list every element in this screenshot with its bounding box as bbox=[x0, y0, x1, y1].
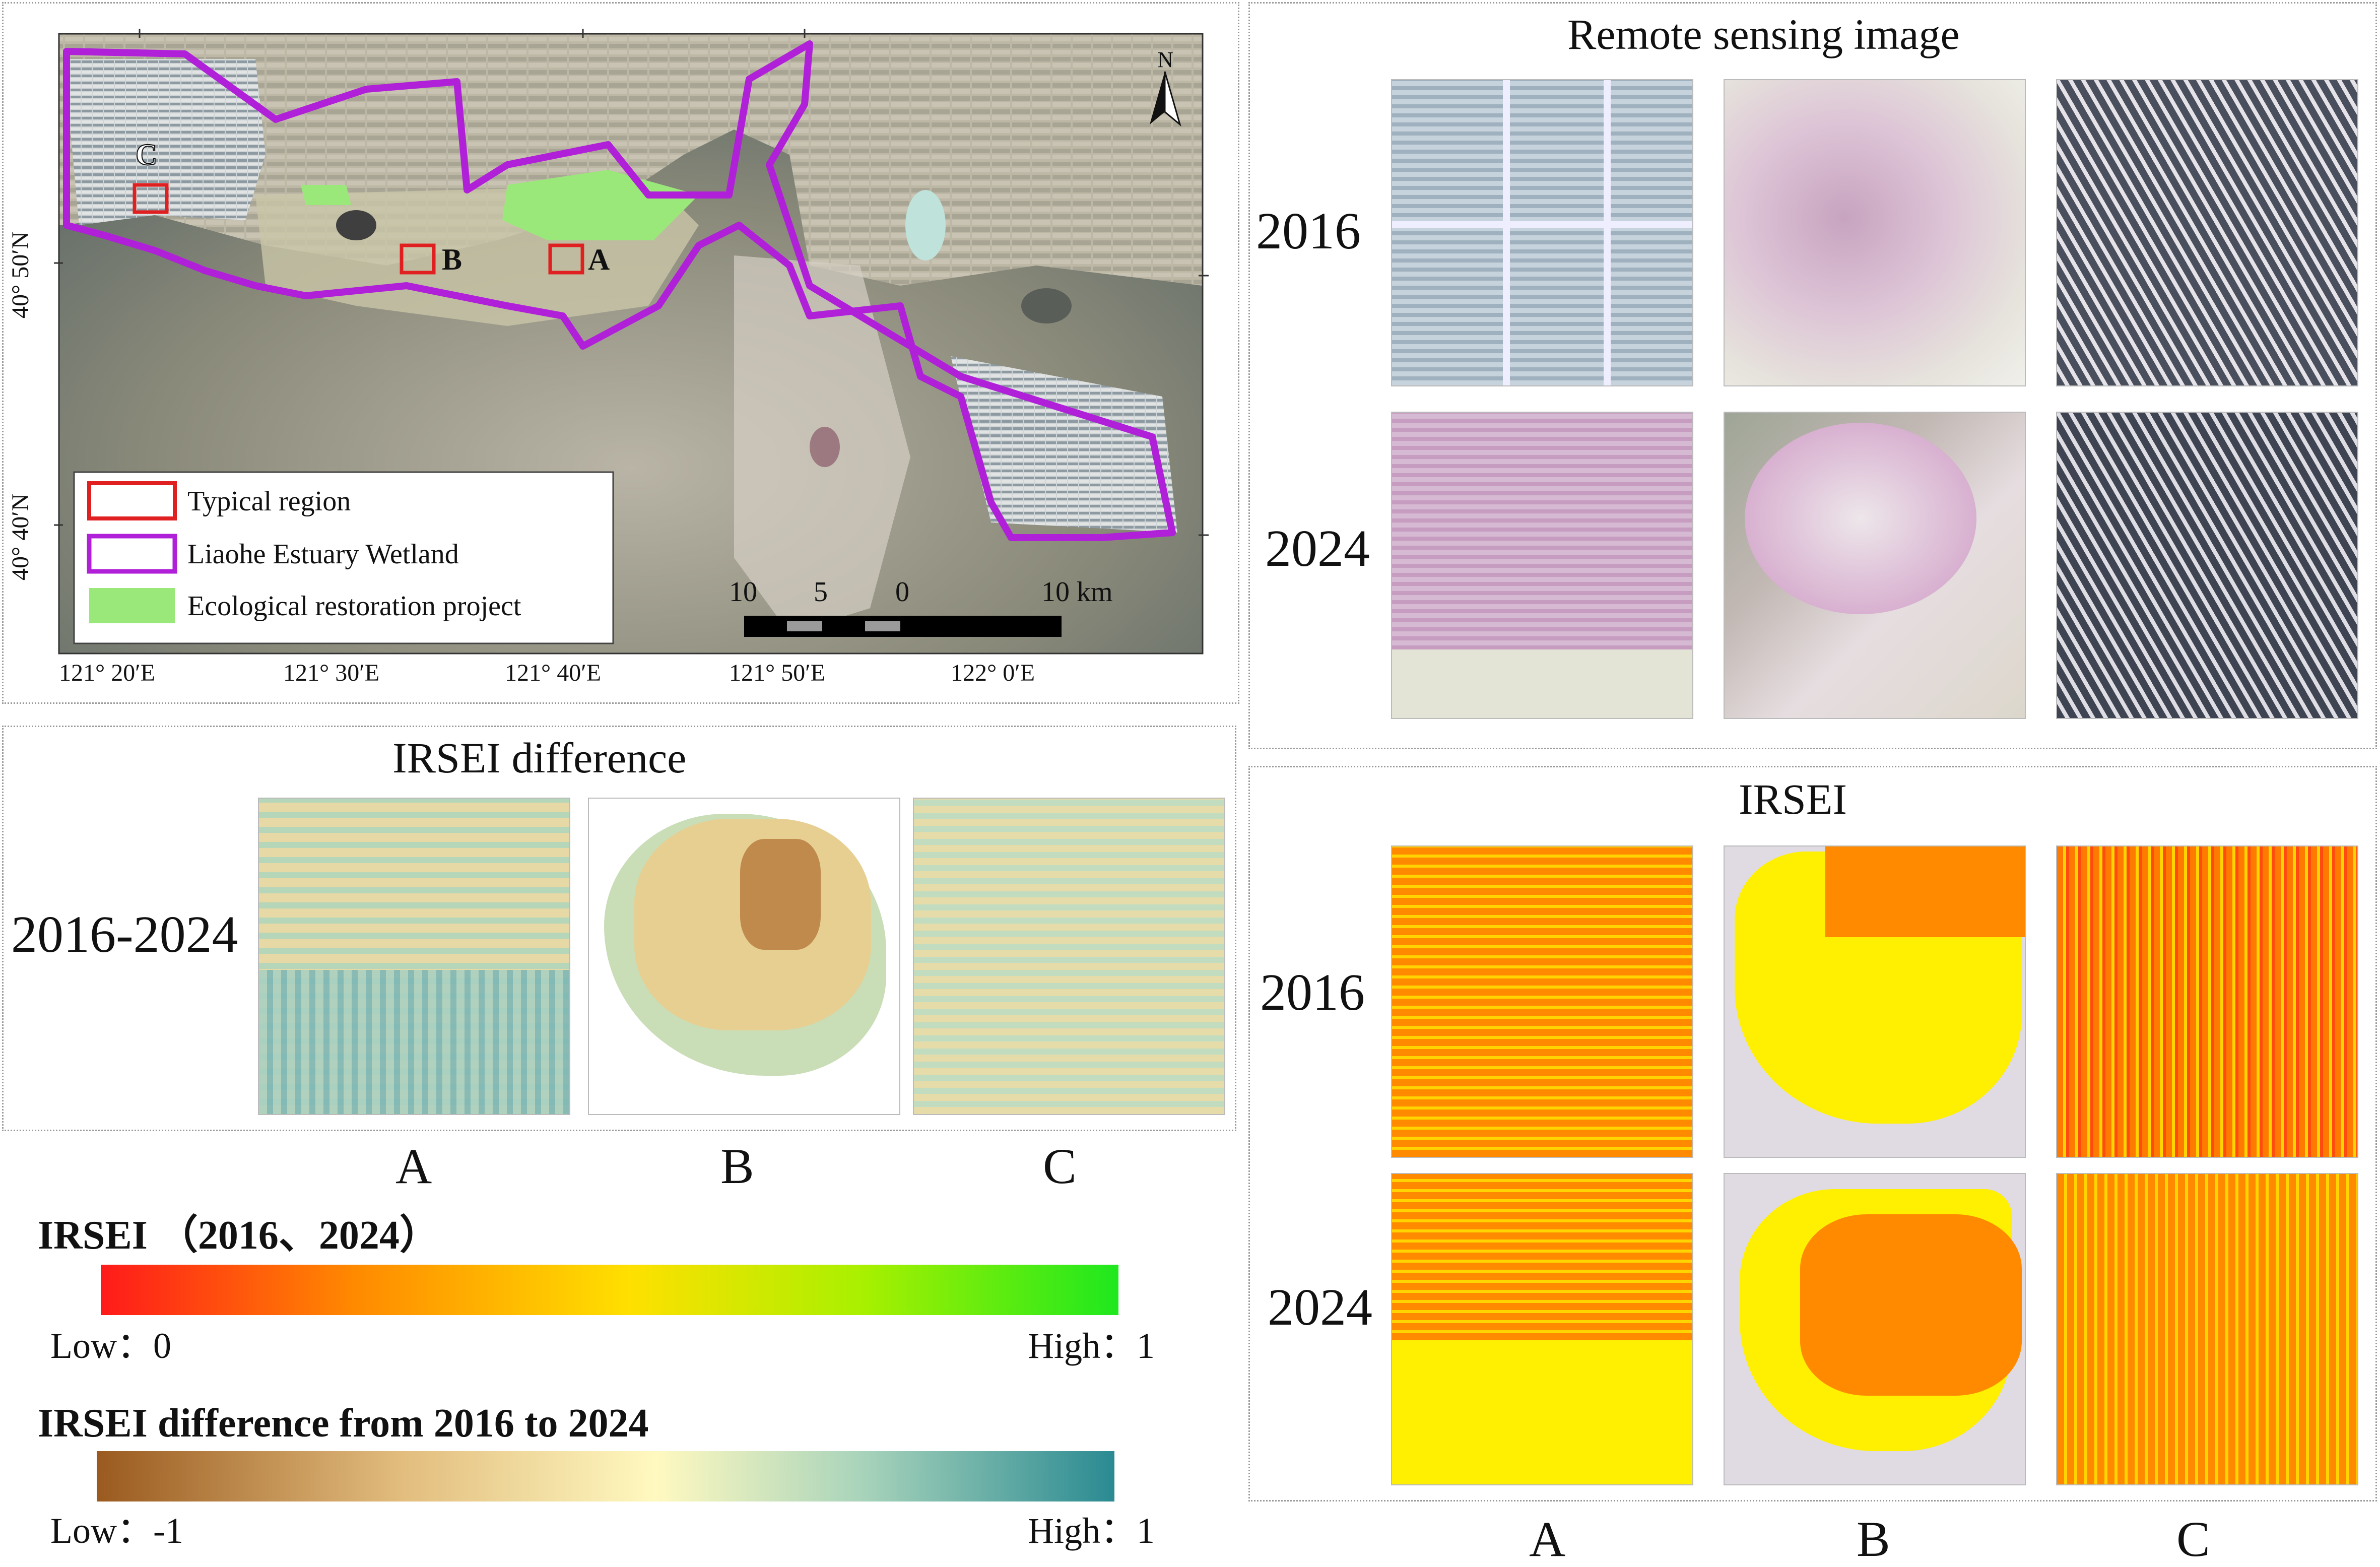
diff-row-label: 2016-2024 bbox=[11, 905, 238, 963]
north-arrow-icon bbox=[1150, 71, 1181, 127]
remote-title: Remote sensing image bbox=[1567, 10, 1960, 58]
row-label-2016: 2016 bbox=[1256, 202, 1361, 260]
remote-sensing-panel: Remote sensing image 2016 2024 bbox=[1248, 2, 2377, 749]
lon-tick-label: 121° 50′E bbox=[729, 660, 826, 686]
lon-tick-label: 121° 40′E bbox=[505, 660, 602, 686]
lon-tick-label: 121° 30′E bbox=[283, 660, 380, 686]
legend-wetland-icon bbox=[87, 534, 177, 574]
irsei-col-label-b: B bbox=[1857, 1511, 1890, 1567]
irsei-2016-b bbox=[1724, 845, 2026, 1158]
diff-col-label-a: A bbox=[395, 1138, 432, 1194]
irsei-difference-panel: IRSEI difference 2016-2024 bbox=[2, 726, 1236, 1131]
scale-bar bbox=[744, 616, 1062, 637]
legend-diff-high: High：1 bbox=[1028, 1511, 1155, 1551]
lat-tick-label: 40° 50′N bbox=[7, 231, 34, 318]
region-label-c: C bbox=[135, 138, 158, 171]
legend-irsei-title: IRSEI （2016、2024） bbox=[38, 1213, 440, 1258]
region-label-b: B bbox=[442, 243, 462, 276]
scale-label: 10 bbox=[729, 576, 757, 608]
legend-irsei-low: Low：0 bbox=[50, 1326, 171, 1366]
remote-2016-b bbox=[1724, 79, 2026, 386]
irsei-col-label-c: C bbox=[2176, 1511, 2210, 1567]
irsei-row-label-2016: 2016 bbox=[1260, 963, 1365, 1021]
remote-2016-a bbox=[1391, 79, 1693, 386]
lon-tick-label: 122° 0′E bbox=[951, 660, 1035, 686]
diff-col-label-c: C bbox=[1043, 1138, 1077, 1194]
scale-label: 5 bbox=[814, 576, 828, 608]
legend-diff-gradient bbox=[97, 1451, 1114, 1501]
irsei-2024-b bbox=[1724, 1173, 2026, 1485]
legend-restoration-icon bbox=[89, 588, 175, 623]
irsei-col-label-a: A bbox=[1529, 1511, 1566, 1567]
remote-2016-c bbox=[2056, 79, 2358, 386]
irsei-2016-a bbox=[1391, 845, 1693, 1158]
north-label: N bbox=[1157, 47, 1173, 72]
region-b-box bbox=[400, 243, 436, 275]
row-label-2024: 2024 bbox=[1265, 519, 1370, 577]
region-a-box bbox=[548, 243, 584, 275]
region-c-box bbox=[133, 183, 169, 214]
legend-irsei-gradient bbox=[101, 1265, 1118, 1315]
legend-label-wetland: Liaohe Estuary Wetland bbox=[187, 539, 459, 570]
legend-diff-title: IRSEI difference from 2016 to 2024 bbox=[38, 1401, 649, 1446]
region-label-a: A bbox=[588, 243, 610, 276]
diff-tile-b bbox=[588, 798, 900, 1115]
study-area-map bbox=[54, 29, 1209, 655]
remote-2024-b bbox=[1724, 412, 2026, 719]
diff-tile-a bbox=[258, 798, 570, 1115]
lon-tick-label: 121° 20′E bbox=[59, 660, 156, 686]
irsei-row-label-2024: 2024 bbox=[1268, 1278, 1372, 1336]
irsei-2024-c bbox=[2056, 1173, 2358, 1485]
irsei-title: IRSEI bbox=[1739, 775, 1847, 823]
diff-tile-c bbox=[913, 798, 1225, 1115]
lat-tick-label: 40° 40′N bbox=[7, 493, 34, 580]
study-area-map-panel: C B A N 40° 50′N 40° 40′N 121° 20′E 121°… bbox=[2, 2, 1239, 704]
diff-title: IRSEI difference bbox=[392, 734, 687, 782]
scale-label: 10 km bbox=[1041, 576, 1113, 608]
diff-col-label-b: B bbox=[720, 1138, 754, 1194]
remote-2024-c bbox=[2056, 412, 2358, 719]
scale-label: 0 bbox=[895, 576, 909, 608]
irsei-panel: IRSEI 2016 2024 bbox=[1248, 766, 2377, 1501]
remote-2024-a bbox=[1391, 412, 1693, 719]
legend-label-typical-region: Typical region bbox=[187, 486, 351, 517]
legend-typical-region-icon bbox=[87, 481, 177, 520]
irsei-2024-a bbox=[1391, 1173, 1693, 1485]
legend-label-restoration: Ecological restoration project bbox=[187, 591, 521, 622]
irsei-2016-c bbox=[2056, 845, 2358, 1158]
legend-diff-low: Low：-1 bbox=[50, 1511, 183, 1551]
legend-irsei-high: High：1 bbox=[1028, 1326, 1155, 1366]
